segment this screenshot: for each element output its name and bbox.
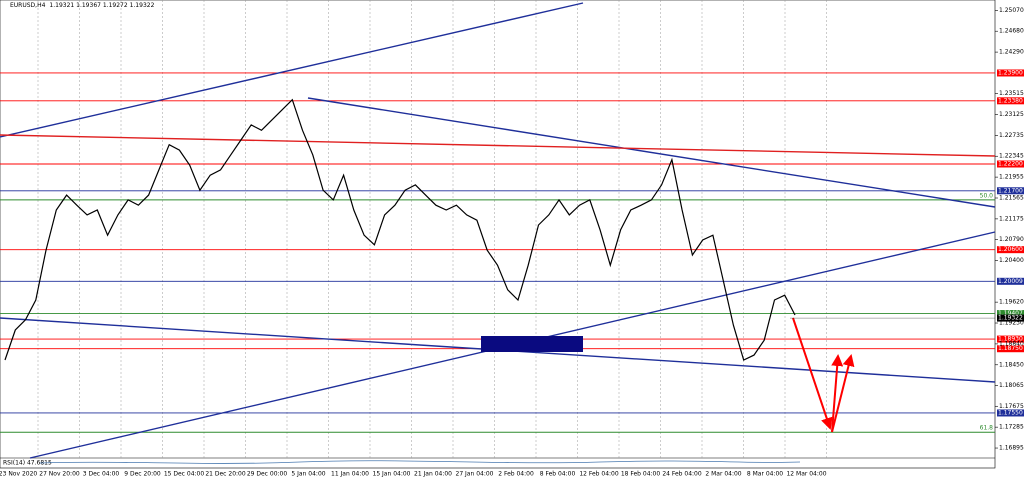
x-tick-label: 18 Feb 04:00: [621, 471, 661, 478]
x-tick-label: 11 Jan 04:00: [331, 471, 369, 478]
y-tick-label: 1.20790: [999, 236, 1024, 243]
y-tick-label: 1.20400: [999, 257, 1024, 264]
y-tick-label: 1.23125: [999, 111, 1024, 118]
level-label-box: [997, 409, 1024, 417]
x-tick-label: 27 Jan 04:00: [456, 471, 494, 478]
y-tick-label: 1.21955: [999, 174, 1024, 181]
x-tick-label: 15 Dec 04:00: [164, 471, 205, 478]
x-tick-label: 24 Feb 04:00: [662, 471, 702, 478]
x-tick-label: 21 Dec 20:00: [205, 471, 246, 478]
level-label: 1.18750: [998, 345, 1023, 352]
y-tick-label: 1.22345: [999, 153, 1024, 160]
y-tick-label: 1.24680: [999, 28, 1024, 35]
y-tick-label: 1.16895: [999, 445, 1024, 452]
y-tick-label: 1.24290: [999, 49, 1024, 56]
level-label: 1.17550: [998, 409, 1023, 416]
x-tick-label: 29 Dec 00:00: [247, 471, 288, 478]
x-tick-label: 12 Feb 04:00: [579, 471, 619, 478]
x-tick-label: 23 Nov 2020: [0, 471, 37, 478]
x-tick-label: 9 Dec 20:00: [124, 471, 161, 478]
fib-label: 61.8: [980, 425, 994, 432]
level-label-box: [997, 160, 1024, 168]
x-tick-label: 12 Mar 04:00: [786, 471, 826, 478]
x-tick-label: 3 Dec 04:00: [83, 471, 120, 478]
y-tick-label: 1.19230: [999, 320, 1024, 327]
current-price-label: 1.19322: [998, 315, 1023, 322]
level-label-box: [997, 310, 1024, 318]
level-label: 1.23380: [998, 97, 1023, 104]
y-tick-label: 1.17675: [999, 403, 1024, 410]
y-tick-label: 1.18065: [999, 382, 1024, 389]
level-label: 1.20009: [998, 278, 1023, 285]
x-tick-label: 15 Jan 04:00: [373, 471, 411, 478]
level-label: 1.19407: [998, 310, 1023, 317]
y-tick-label: 1.18450: [999, 361, 1024, 368]
y-tick-label: 1.17285: [999, 424, 1024, 431]
x-tick-label: 8 Feb 04:00: [540, 471, 576, 478]
level-label-box: [997, 187, 1024, 195]
y-tick-label: 1.21175: [999, 215, 1024, 222]
level-label: 1.18930: [998, 336, 1023, 343]
level-label-box: [997, 335, 1024, 343]
plot-frame: [0, 0, 996, 469]
fib-label: 50.0: [980, 192, 994, 199]
level-label-box: [997, 277, 1024, 285]
level-label: 1.23900: [998, 69, 1023, 76]
indicator-line: [39, 460, 801, 464]
red-trend-line: [0, 134, 996, 157]
indicator-label: RSI(14) 47.6815: [3, 460, 52, 467]
x-tick-label: 2 Feb 04:00: [498, 471, 534, 478]
current-price-box: [997, 314, 1024, 322]
price-line: [4, 98, 796, 361]
level-label: 1.21700: [998, 187, 1023, 194]
level-label-box: [997, 69, 1024, 77]
zone: [481, 336, 583, 352]
level-label-box: [997, 97, 1024, 105]
level-label-box: [997, 246, 1024, 254]
y-tick-label: 1.21565: [999, 194, 1024, 201]
level-label-box: [997, 345, 1024, 353]
chart-header: EURUSD,H4 1.19321 1.19367 1.19272 1.19322: [10, 2, 155, 9]
x-tick-label: 2 Mar 04:00: [705, 471, 741, 478]
level-label: 1.22200: [998, 160, 1023, 167]
y-tick-label: 1.25070: [999, 7, 1024, 14]
x-tick-label: 5 Jan 04:00: [291, 471, 325, 478]
x-tick-label: 21 Jan 04:00: [414, 471, 452, 478]
level-label: 1.20600: [998, 246, 1023, 253]
x-tick-label: 8 Mar 04:00: [747, 471, 783, 478]
projection-arrows: [792, 317, 855, 433]
y-tick-label: 1.23515: [999, 90, 1024, 97]
y-tick-label: 1.18840: [999, 340, 1024, 347]
x-tick-label: 27 Nov 20:00: [39, 471, 80, 478]
y-tick-label: 1.19620: [999, 299, 1024, 306]
y-tick-label: 1.22735: [999, 132, 1024, 139]
